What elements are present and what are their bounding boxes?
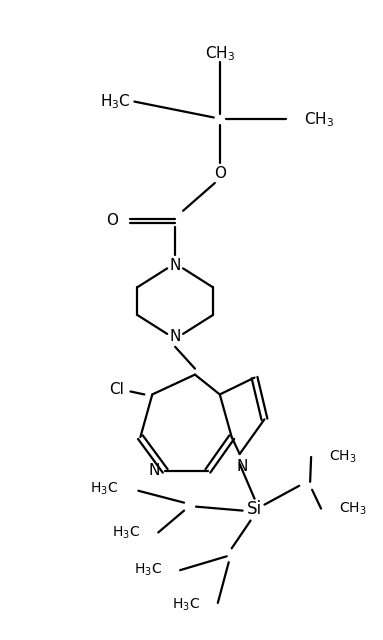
Text: H$_3$C: H$_3$C xyxy=(100,92,131,111)
Text: CH$_3$: CH$_3$ xyxy=(205,45,235,63)
Text: N: N xyxy=(169,330,181,344)
Text: N: N xyxy=(149,463,160,478)
Text: CH$_3$: CH$_3$ xyxy=(329,449,357,465)
Text: O: O xyxy=(214,166,226,180)
Text: Si: Si xyxy=(247,500,262,518)
Text: N: N xyxy=(169,258,181,273)
Text: CH$_3$: CH$_3$ xyxy=(339,500,367,517)
Text: H$_3$C: H$_3$C xyxy=(112,524,141,541)
Text: H$_3$C: H$_3$C xyxy=(134,562,162,579)
Text: Cl: Cl xyxy=(110,382,124,397)
Text: H$_3$C: H$_3$C xyxy=(90,481,118,497)
Text: CH$_3$: CH$_3$ xyxy=(304,110,334,129)
Text: O: O xyxy=(106,213,118,228)
Text: H$_3$C: H$_3$C xyxy=(172,596,200,613)
Text: N: N xyxy=(237,459,248,474)
